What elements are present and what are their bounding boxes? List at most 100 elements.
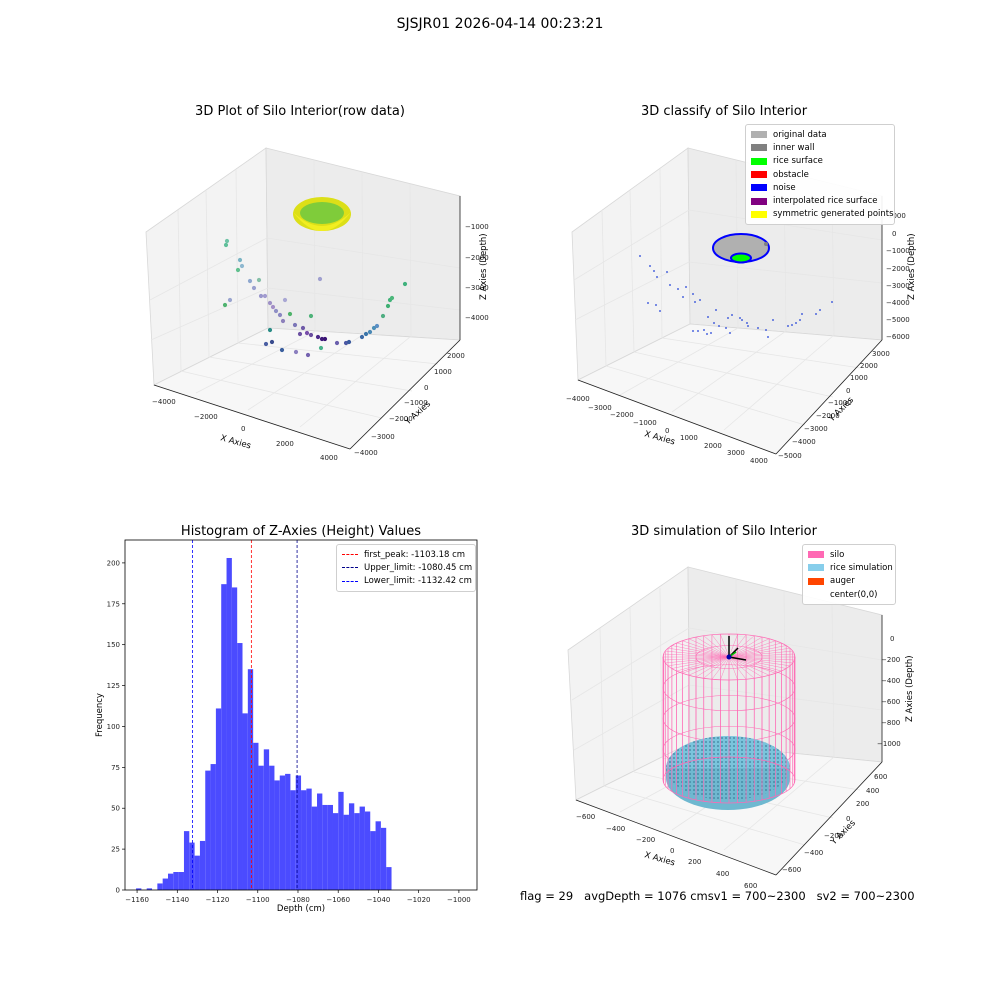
noise-point [694,301,696,303]
p2-xtick: 3000 [727,449,745,457]
panel2-noise-points [639,255,833,338]
x-tick-label: −1040 [367,896,391,904]
noise-point [746,322,748,324]
p4-xtick: −400 [606,825,625,833]
p2-xtick: −2000 [610,411,634,419]
noise-point [815,313,817,315]
noise-point [692,293,694,295]
scatter-point [279,347,285,353]
noise-point [729,332,731,334]
avg-depth-text: avgDepth = 1076 cm [584,889,708,903]
legend-item: original data [751,128,889,141]
noise-point [819,309,821,311]
p2-xtick: 4000 [750,457,768,465]
histogram-bar [237,643,243,890]
legend-swatch [342,567,358,569]
p2-ztick: 0 [892,230,896,238]
noise-point [647,302,649,304]
histogram-bar [311,806,318,890]
histogram-bar [285,773,291,890]
scatter-point [359,334,365,340]
histogram-ticks: −1160 −1140 −1120 −1100 −1080 −1060 −1040 −1020… [107,559,471,904]
x-tick-label: −1100 [246,896,270,904]
silo-ring [662,633,796,681]
panel1-3d-scatter: −4000 −2000 0 2000 4000 −4000 −3000 −200… [145,147,489,462]
rice-simulation-surface [666,736,790,810]
p4-ztick: −600 [881,698,900,706]
scatter-point [262,293,268,299]
scatter-point [263,341,269,347]
noise-point [692,330,694,332]
histogram-bar [322,804,328,890]
p2-ytick: 3000 [872,350,890,358]
noise-point [697,330,699,332]
noise-point [799,319,801,321]
p4-ytick: −200 [824,832,843,840]
legend-swatch [751,157,767,165]
histogram-bar [386,867,392,890]
scatter-point [318,345,324,351]
p2-ztick: −5000 [886,316,910,324]
scatter-point [273,308,279,314]
noise-point [669,284,671,286]
histogram-bar [375,821,381,890]
y-tick-label: 200 [107,559,120,567]
scatter-point [308,313,314,319]
p1-xtick: −4000 [152,398,176,406]
p4-xtick: −200 [636,836,655,844]
legend-item: inner wall [751,141,889,154]
histogram-chart: −1160 −1140 −1120 −1100 −1080 −1060 −1040 −1020… [95,539,478,914]
noise-point [791,324,793,326]
histogram-bar [242,713,248,890]
scatter-point [256,277,262,283]
scatter-point [374,323,380,329]
x-tick-label: −1060 [326,896,350,904]
x-tick-label: −1020 [407,896,431,904]
p4-zlabel: Z Axies (Depth) [905,655,915,722]
panel3-title: Histogram of Z-Axies (Height) Values [180,524,422,539]
histogram-bar [178,872,184,890]
noise-point [655,304,657,306]
scatter-point [280,318,286,324]
p2-ztick: 1000 [888,212,906,220]
histogram-bar [205,770,211,890]
p1-xtick: 4000 [320,454,338,462]
noise-point [767,336,769,338]
noise-point [715,309,717,311]
noise-point [682,296,684,298]
p4-ztick: −200 [881,656,900,664]
scatter-point [315,334,321,340]
scatter-point [334,340,340,346]
sv1-text: sv1 = 700~2300 [707,889,806,903]
p4-ztick: −800 [881,719,900,727]
p2-ytick: −2000 [816,412,840,420]
histogram-bar [136,888,142,890]
noise-point [757,327,759,329]
noise-point [713,322,715,324]
panel1-title: 3D Plot of Silo Interior(row data) [195,104,405,119]
legend-item: rice simulation [808,561,893,574]
scatter-point [235,267,241,273]
panel2-3d-scatter: −4000 −3000 −2000 −1000 0 1000 2000 3000… [566,147,917,465]
histogram-bar [359,806,365,890]
p2-ztick: −3000 [886,282,910,290]
p1-ytick: −2000 [389,415,413,423]
legend-swatch [342,580,358,582]
p4-ztick: 0 [890,635,894,643]
p2-ytick: −3000 [804,425,828,433]
noise-point [727,317,729,319]
histogram-bar [199,840,206,890]
legend-swatch [808,564,824,572]
auger-marker [726,636,747,661]
noise-point [801,313,803,315]
p2-xtick: 2000 [704,442,722,450]
legend-item: silo [808,548,890,561]
p2-ztick: −1000 [886,247,910,255]
noise-point [649,265,651,267]
silo-ring [662,756,796,804]
p4-ytick: −400 [804,849,823,857]
scatter-point [385,303,391,309]
p2-xtick: −3000 [588,404,612,412]
histogram-bar [167,873,174,890]
histogram-bar [338,791,344,890]
